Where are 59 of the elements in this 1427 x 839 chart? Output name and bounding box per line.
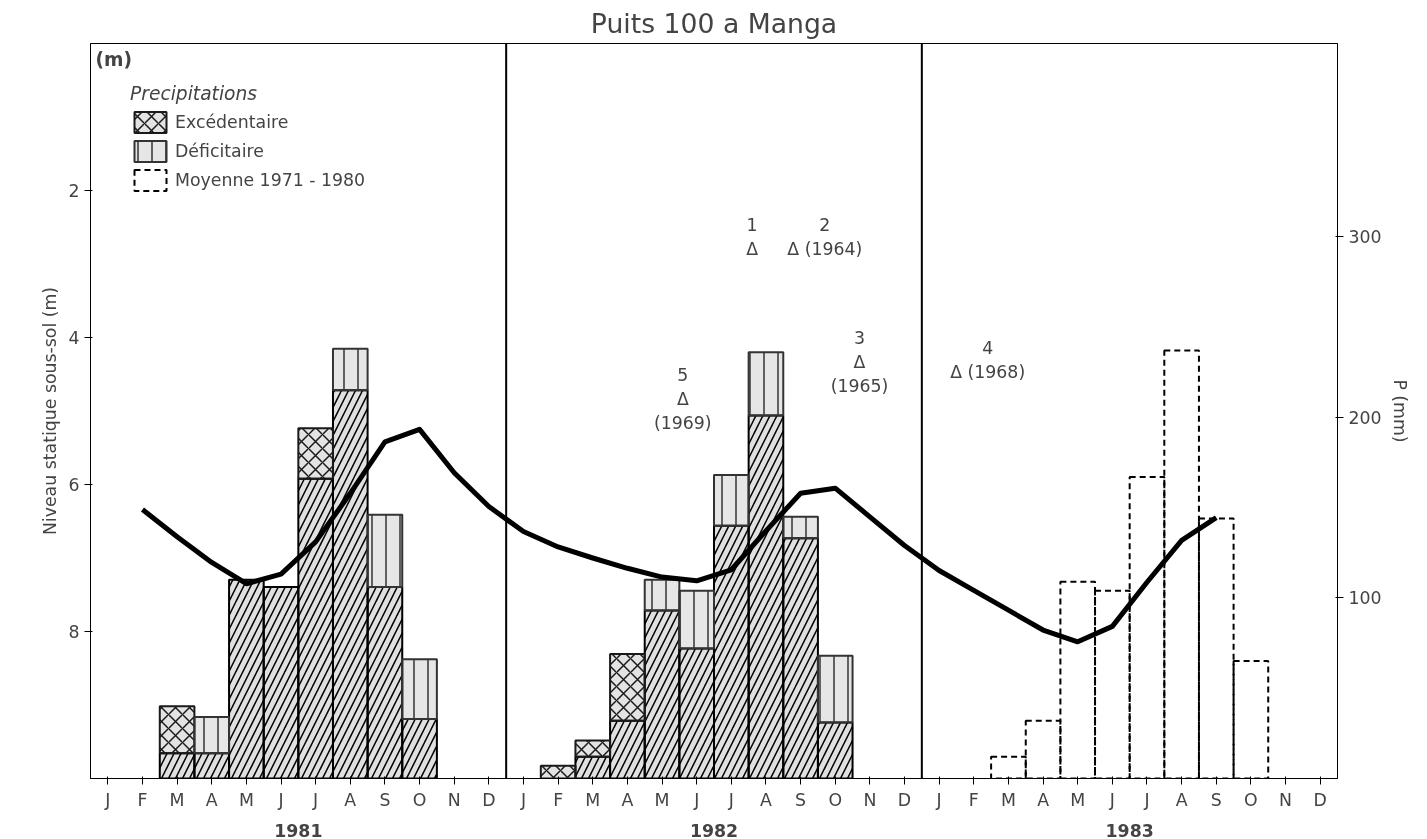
- x-tick-label: F: [137, 789, 148, 810]
- x-tick-label: J: [693, 789, 700, 810]
- x-tick-label: S: [379, 789, 391, 810]
- legend-title: Precipitations: [130, 83, 259, 104]
- annotation: 2 Δ (1964): [787, 214, 863, 259]
- x-tick-label: J: [519, 789, 527, 810]
- x-tick-label: J: [104, 789, 111, 810]
- y-axis-title: Niveau statique sous-sol (m): [40, 286, 61, 536]
- x-tick-label: S: [1210, 789, 1222, 810]
- x-tick-label: M: [654, 789, 670, 810]
- y-tick-label: 8: [68, 622, 80, 642]
- text: 1981: [274, 820, 323, 839]
- x-tick-label: A: [760, 789, 773, 810]
- legend-label: Moyenne 1971 - 1980: [175, 170, 366, 190]
- x-tick-label: J: [277, 789, 284, 810]
- y-tick-label: 4: [68, 328, 80, 348]
- x-tick-label: J: [935, 789, 942, 810]
- x-tick-label: A: [1037, 789, 1050, 810]
- x-tick-label: M: [169, 789, 185, 810]
- x-tick-label: J: [312, 789, 319, 810]
- y2-tick-label: 300: [1348, 227, 1382, 248]
- legend-label: Excédentaire: [175, 112, 289, 132]
- x-tick-label: D: [1313, 789, 1327, 810]
- annotation: 5 Δ (1969): [654, 365, 712, 434]
- y-tick-label: 6: [68, 475, 80, 495]
- x-tick-label: A: [344, 789, 357, 810]
- x-tick-label: J: [727, 789, 734, 810]
- y2-tick-label: 200: [1348, 407, 1382, 428]
- x-tick-label: S: [795, 789, 807, 810]
- x-tick-label: M: [1070, 789, 1086, 810]
- x-tick-label: D: [897, 789, 912, 810]
- annotation: 3 Δ (1965): [830, 328, 889, 397]
- x-tick-label: A: [205, 789, 218, 810]
- x-tick-label: M: [585, 789, 601, 810]
- y-tick-label: 2: [68, 181, 80, 201]
- x-tick-label: N: [447, 789, 461, 810]
- x-tick-label: M: [238, 789, 254, 810]
- x-tick-label: O: [1244, 789, 1258, 810]
- annotation: 4 Δ (1968): [950, 337, 1026, 382]
- x-tick-label: J: [1143, 789, 1150, 810]
- text: 1982: [689, 820, 739, 839]
- x-tick-label: A: [1175, 789, 1188, 810]
- y2-tick-label: 100: [1348, 588, 1382, 609]
- x-tick-label: A: [621, 789, 634, 810]
- x-tick-label: N: [863, 789, 877, 810]
- y2-axis-title: P (mm): [1389, 379, 1410, 443]
- x-tick-label: D: [482, 789, 496, 810]
- x-tick-label: O: [828, 789, 843, 810]
- annotation: (m): [95, 48, 132, 70]
- legend-label: Déficitaire: [175, 141, 264, 161]
- x-tick-label: F: [968, 789, 979, 810]
- annotation: 1 Δ: [746, 214, 759, 259]
- x-tick-label: J: [1108, 789, 1115, 810]
- x-tick-label: M: [1000, 789, 1016, 810]
- x-tick-label: F: [553, 789, 564, 810]
- x-tick-label: N: [1279, 789, 1293, 810]
- text: 1983: [1105, 820, 1154, 839]
- chart-title: Puits 100 a Manga: [590, 7, 838, 39]
- x-tick-label: O: [412, 789, 427, 810]
